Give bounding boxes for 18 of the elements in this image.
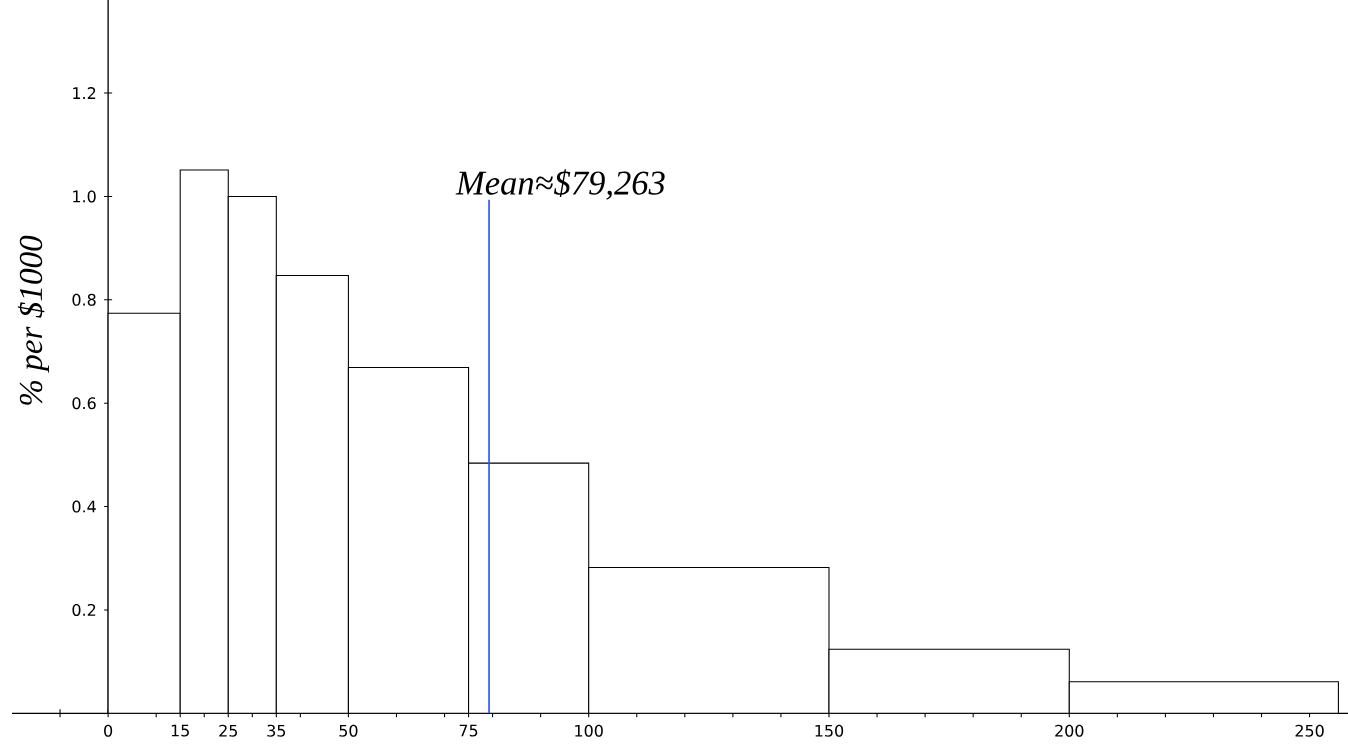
- x-tick-label: 50: [339, 724, 358, 737]
- x-tick-label: 150: [815, 724, 844, 737]
- x-tick-label: 35: [267, 724, 286, 737]
- y-tick-label: 1.2: [73, 86, 96, 99]
- x-tick-label: 250: [1295, 724, 1324, 737]
- x-tick-label: 100: [575, 724, 603, 737]
- y-tick-label: 1.0: [73, 190, 96, 203]
- y-axis-title: % per $1000: [17, 235, 49, 405]
- x-tick-label: 75: [459, 724, 478, 737]
- x-tick-label: 15: [171, 724, 189, 737]
- ref-line-label: Mean≈$79,263: [455, 169, 665, 200]
- y-tick-label: 0.2: [72, 603, 96, 616]
- y-tick-label: 0.6: [72, 397, 96, 410]
- x-tick-label: 25: [219, 724, 238, 737]
- y-tick-label: 0.8: [72, 293, 96, 306]
- x-tick-label: 0: [104, 724, 113, 737]
- y-tick-label: 0.4: [72, 500, 96, 513]
- x-tick-label: 200: [1055, 724, 1084, 737]
